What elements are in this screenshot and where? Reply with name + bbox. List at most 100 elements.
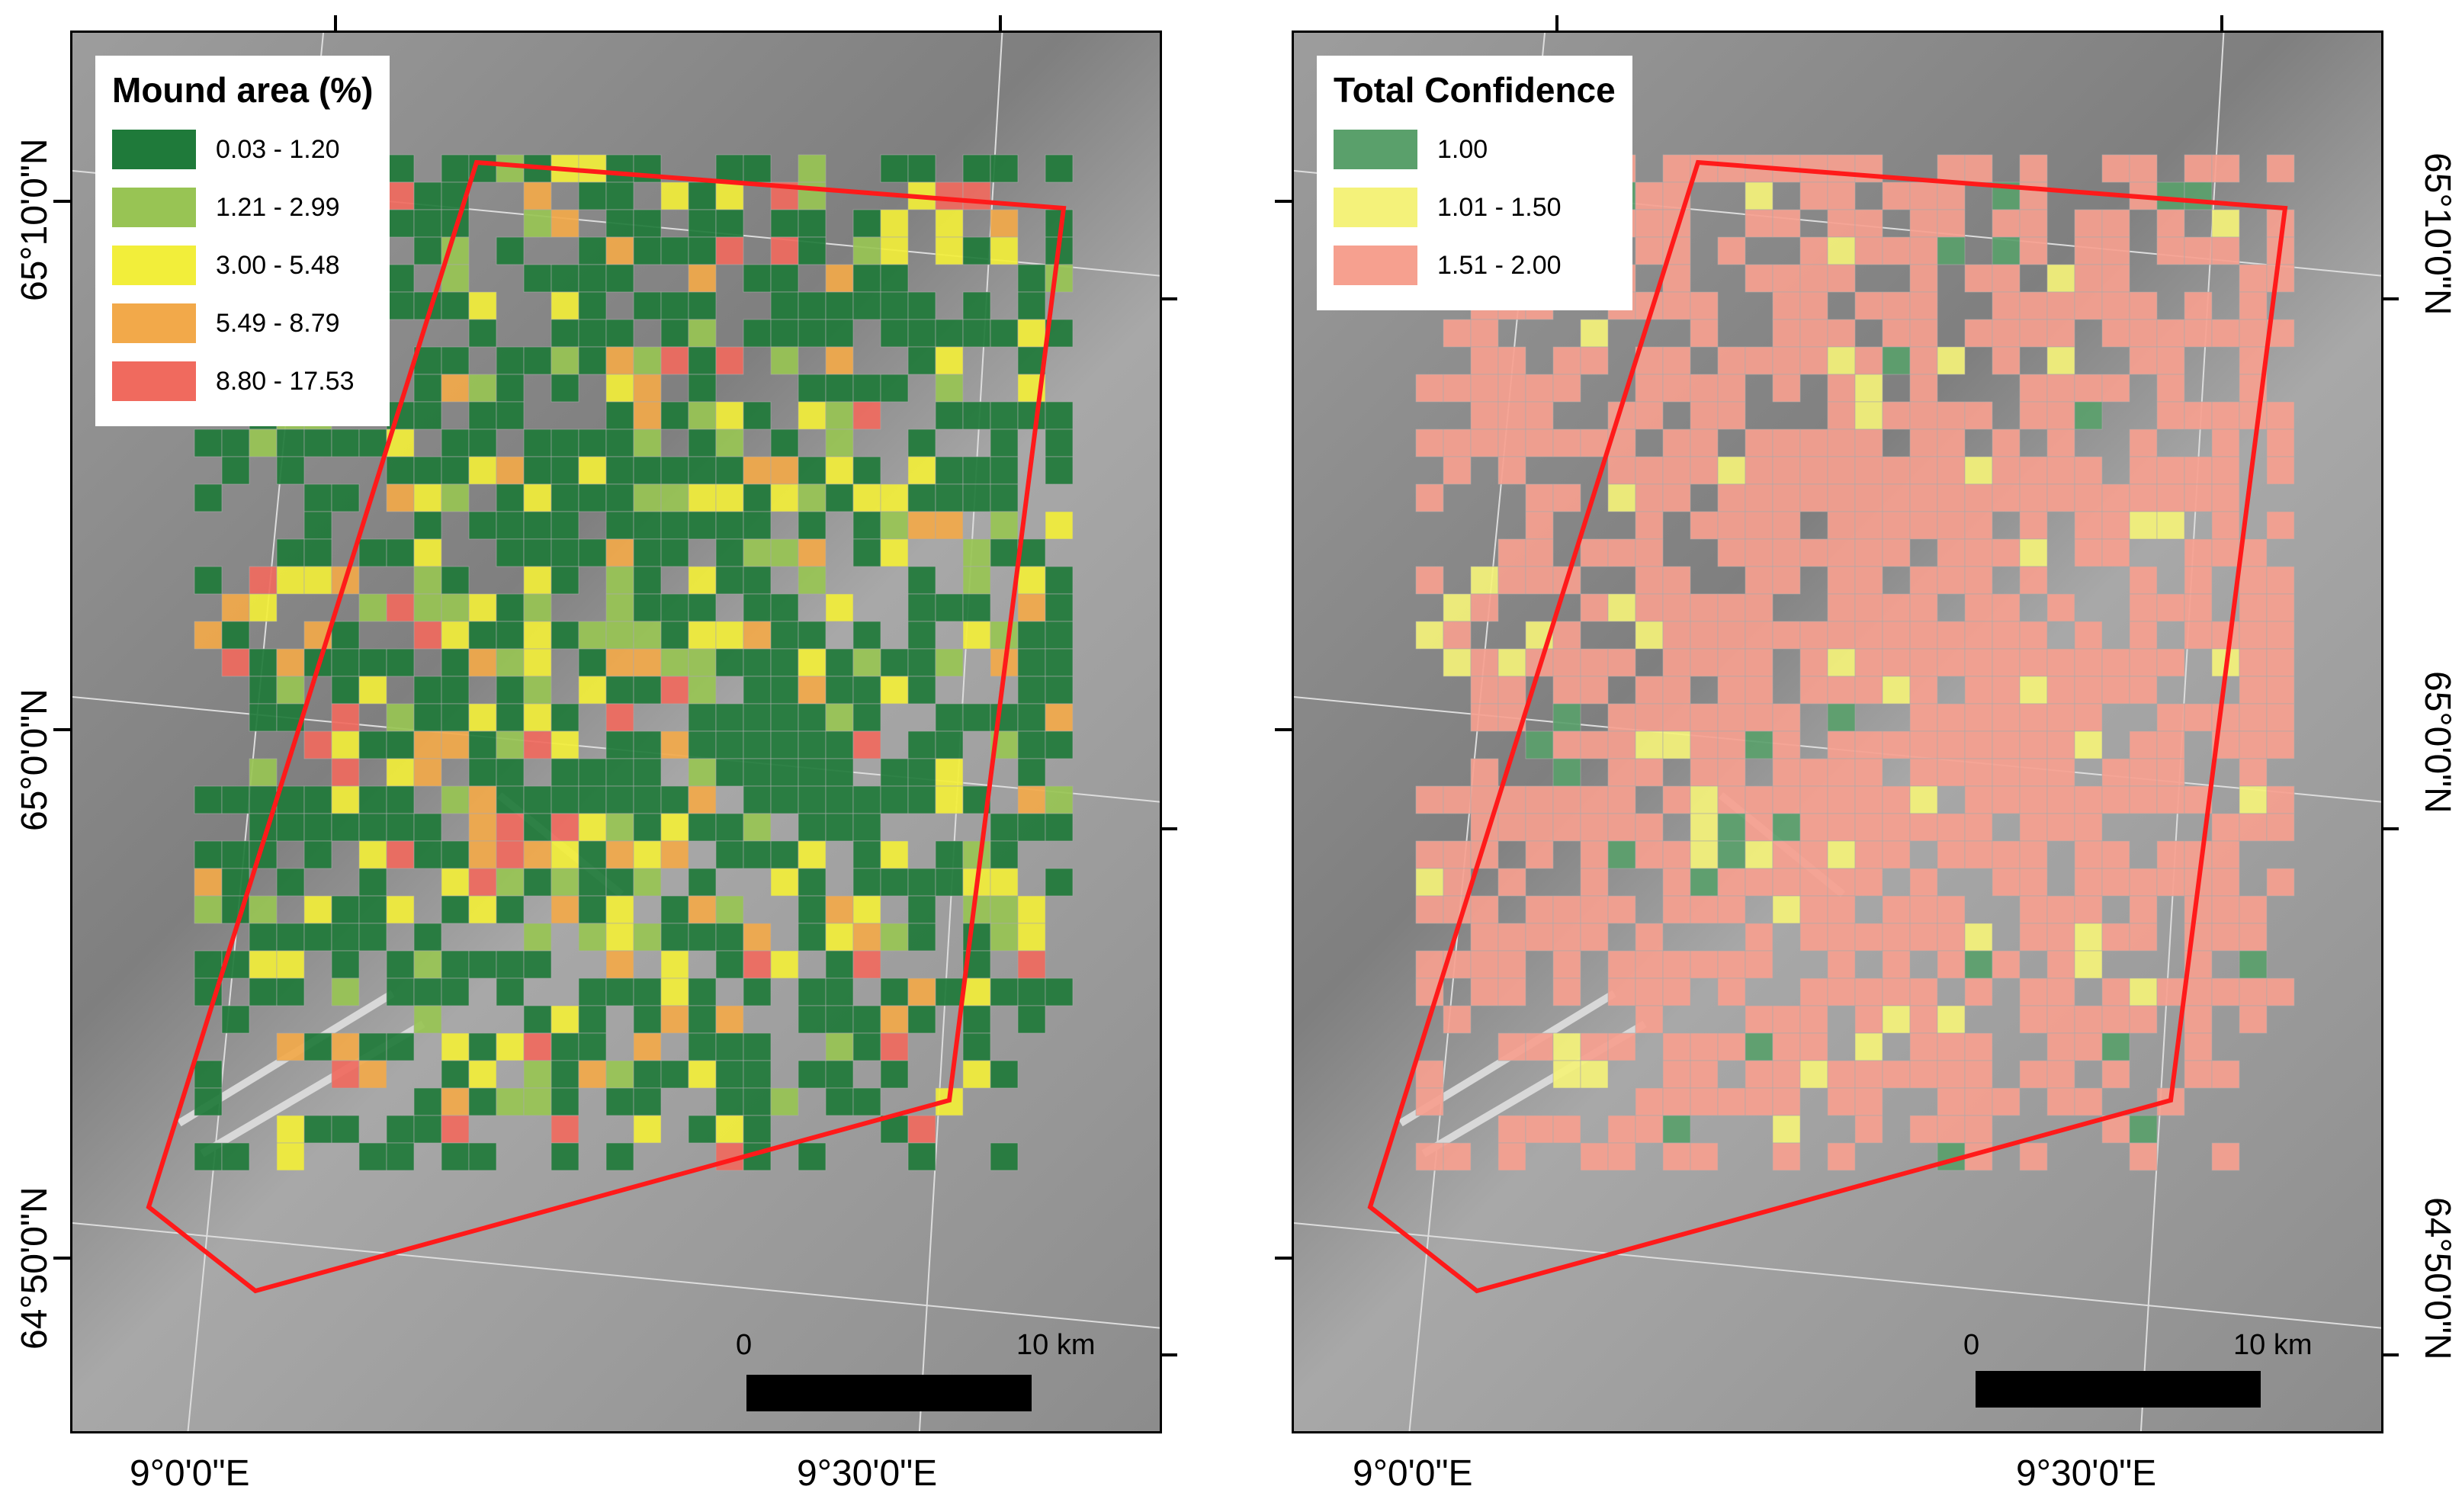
grid-cell	[2019, 1005, 2048, 1034]
grid-cell	[194, 840, 223, 869]
grid-cell	[194, 621, 223, 650]
legend-label: 0.03 - 1.20	[216, 134, 340, 164]
grid-cell	[468, 840, 497, 869]
grid-cell	[550, 374, 579, 403]
grid-cell	[2156, 840, 2185, 869]
grid-cell	[1882, 785, 1911, 814]
grid-cell	[798, 1142, 827, 1171]
grid-cell	[1607, 978, 1636, 1006]
grid-cell	[1882, 648, 1911, 677]
grid-cell	[605, 566, 634, 595]
grid-cell	[1717, 374, 1746, 403]
lat-label-bottom: 64°50'0"N	[2417, 1197, 2457, 1360]
grid-cell	[2019, 895, 2048, 924]
grid-cell	[1992, 758, 2021, 787]
grid-cell	[1690, 511, 1719, 540]
legend-item: 1.00	[1334, 126, 1616, 173]
grid-cell	[688, 346, 717, 375]
grid-cell	[1580, 1060, 1609, 1089]
grid-cell	[2211, 813, 2240, 842]
grid-cell	[441, 895, 470, 924]
grid-cell	[990, 319, 1019, 348]
grid-cell	[2184, 319, 2213, 348]
grid-cell	[2184, 1032, 2213, 1061]
grid-cell	[441, 676, 470, 705]
grid-cell	[1497, 813, 1526, 842]
grid-cell	[194, 566, 223, 595]
grid-cell	[1690, 401, 1719, 430]
grid-cell	[2266, 456, 2295, 485]
grid-cell	[1470, 429, 1499, 457]
grid-cell	[907, 291, 936, 320]
grid-cell	[1799, 181, 1828, 210]
grid-cell	[1909, 785, 1938, 814]
grid-cell	[1964, 1087, 1993, 1116]
grid-cell	[413, 456, 442, 485]
grid-cell	[770, 621, 799, 650]
grid-cell	[825, 813, 854, 842]
grid-cell	[688, 593, 717, 622]
grid-cell	[935, 401, 964, 430]
grid-cell	[2266, 429, 2295, 457]
grid-cell	[496, 236, 525, 265]
grid-cell	[688, 236, 717, 265]
grid-cell	[2046, 923, 2075, 952]
grid-cell	[1580, 895, 1609, 924]
grid-cell	[660, 978, 689, 1006]
grid-cell	[2266, 154, 2295, 183]
grid-cell	[1992, 840, 2021, 869]
grid-cell	[2211, 209, 2240, 238]
grid-cell	[1827, 483, 1856, 512]
grid-cell	[1662, 950, 1691, 979]
grid-cell	[496, 401, 525, 430]
grid-cell	[1443, 621, 1472, 650]
grid-cell	[825, 1087, 854, 1116]
grid-cell	[2211, 456, 2240, 485]
grid-cell	[2074, 291, 2103, 320]
grid-cell	[1882, 346, 1911, 375]
grid-cell	[523, 1060, 552, 1089]
grid-cell	[221, 868, 250, 897]
legend-swatch	[112, 188, 196, 227]
grid-cell	[633, 978, 662, 1006]
grid-cell	[441, 456, 470, 485]
grid-cell	[523, 181, 552, 210]
grid-cell	[605, 1142, 634, 1171]
grid-cell	[1525, 511, 1554, 540]
grid-cell	[468, 401, 497, 430]
grid-cell	[907, 456, 936, 485]
grid-cell	[1552, 1060, 1581, 1089]
grid-cell	[715, 538, 744, 567]
grid-cell	[468, 785, 497, 814]
grid-cell	[1827, 236, 1856, 265]
grid-cell	[1909, 374, 1938, 403]
grid-cell	[441, 1142, 470, 1171]
grid-cell	[578, 429, 607, 457]
grid-cell	[825, 703, 854, 732]
grid-cell	[935, 374, 964, 403]
lon-label-right: 9°30'0"E	[2016, 1453, 2157, 1494]
grid-cell	[2184, 154, 2213, 183]
grid-cell	[852, 840, 881, 869]
grid-cell	[715, 1005, 744, 1034]
grid-cell	[2211, 1142, 2240, 1171]
grid-cell	[688, 291, 717, 320]
grid-cell	[605, 593, 634, 622]
grid-cell	[550, 1032, 579, 1061]
grid-cell	[962, 154, 991, 183]
grid-cell	[358, 676, 387, 705]
legend: Mound area (%) 0.03 - 1.20 1.21 - 2.99 3…	[95, 56, 390, 426]
grid-cell	[413, 950, 442, 979]
grid-cell	[386, 264, 415, 293]
grid-cell	[1607, 456, 1636, 485]
grid-cell	[798, 291, 827, 320]
grid-cell	[1552, 950, 1581, 979]
grid-cell	[2074, 264, 2103, 293]
grid-cell	[578, 538, 607, 567]
grid-cell	[770, 538, 799, 567]
grid-cell	[1964, 676, 1993, 705]
grid-cell	[605, 730, 634, 759]
grid-cell	[1717, 401, 1746, 430]
grid-cell	[2074, 868, 2103, 897]
grid-cell	[1635, 374, 1664, 403]
